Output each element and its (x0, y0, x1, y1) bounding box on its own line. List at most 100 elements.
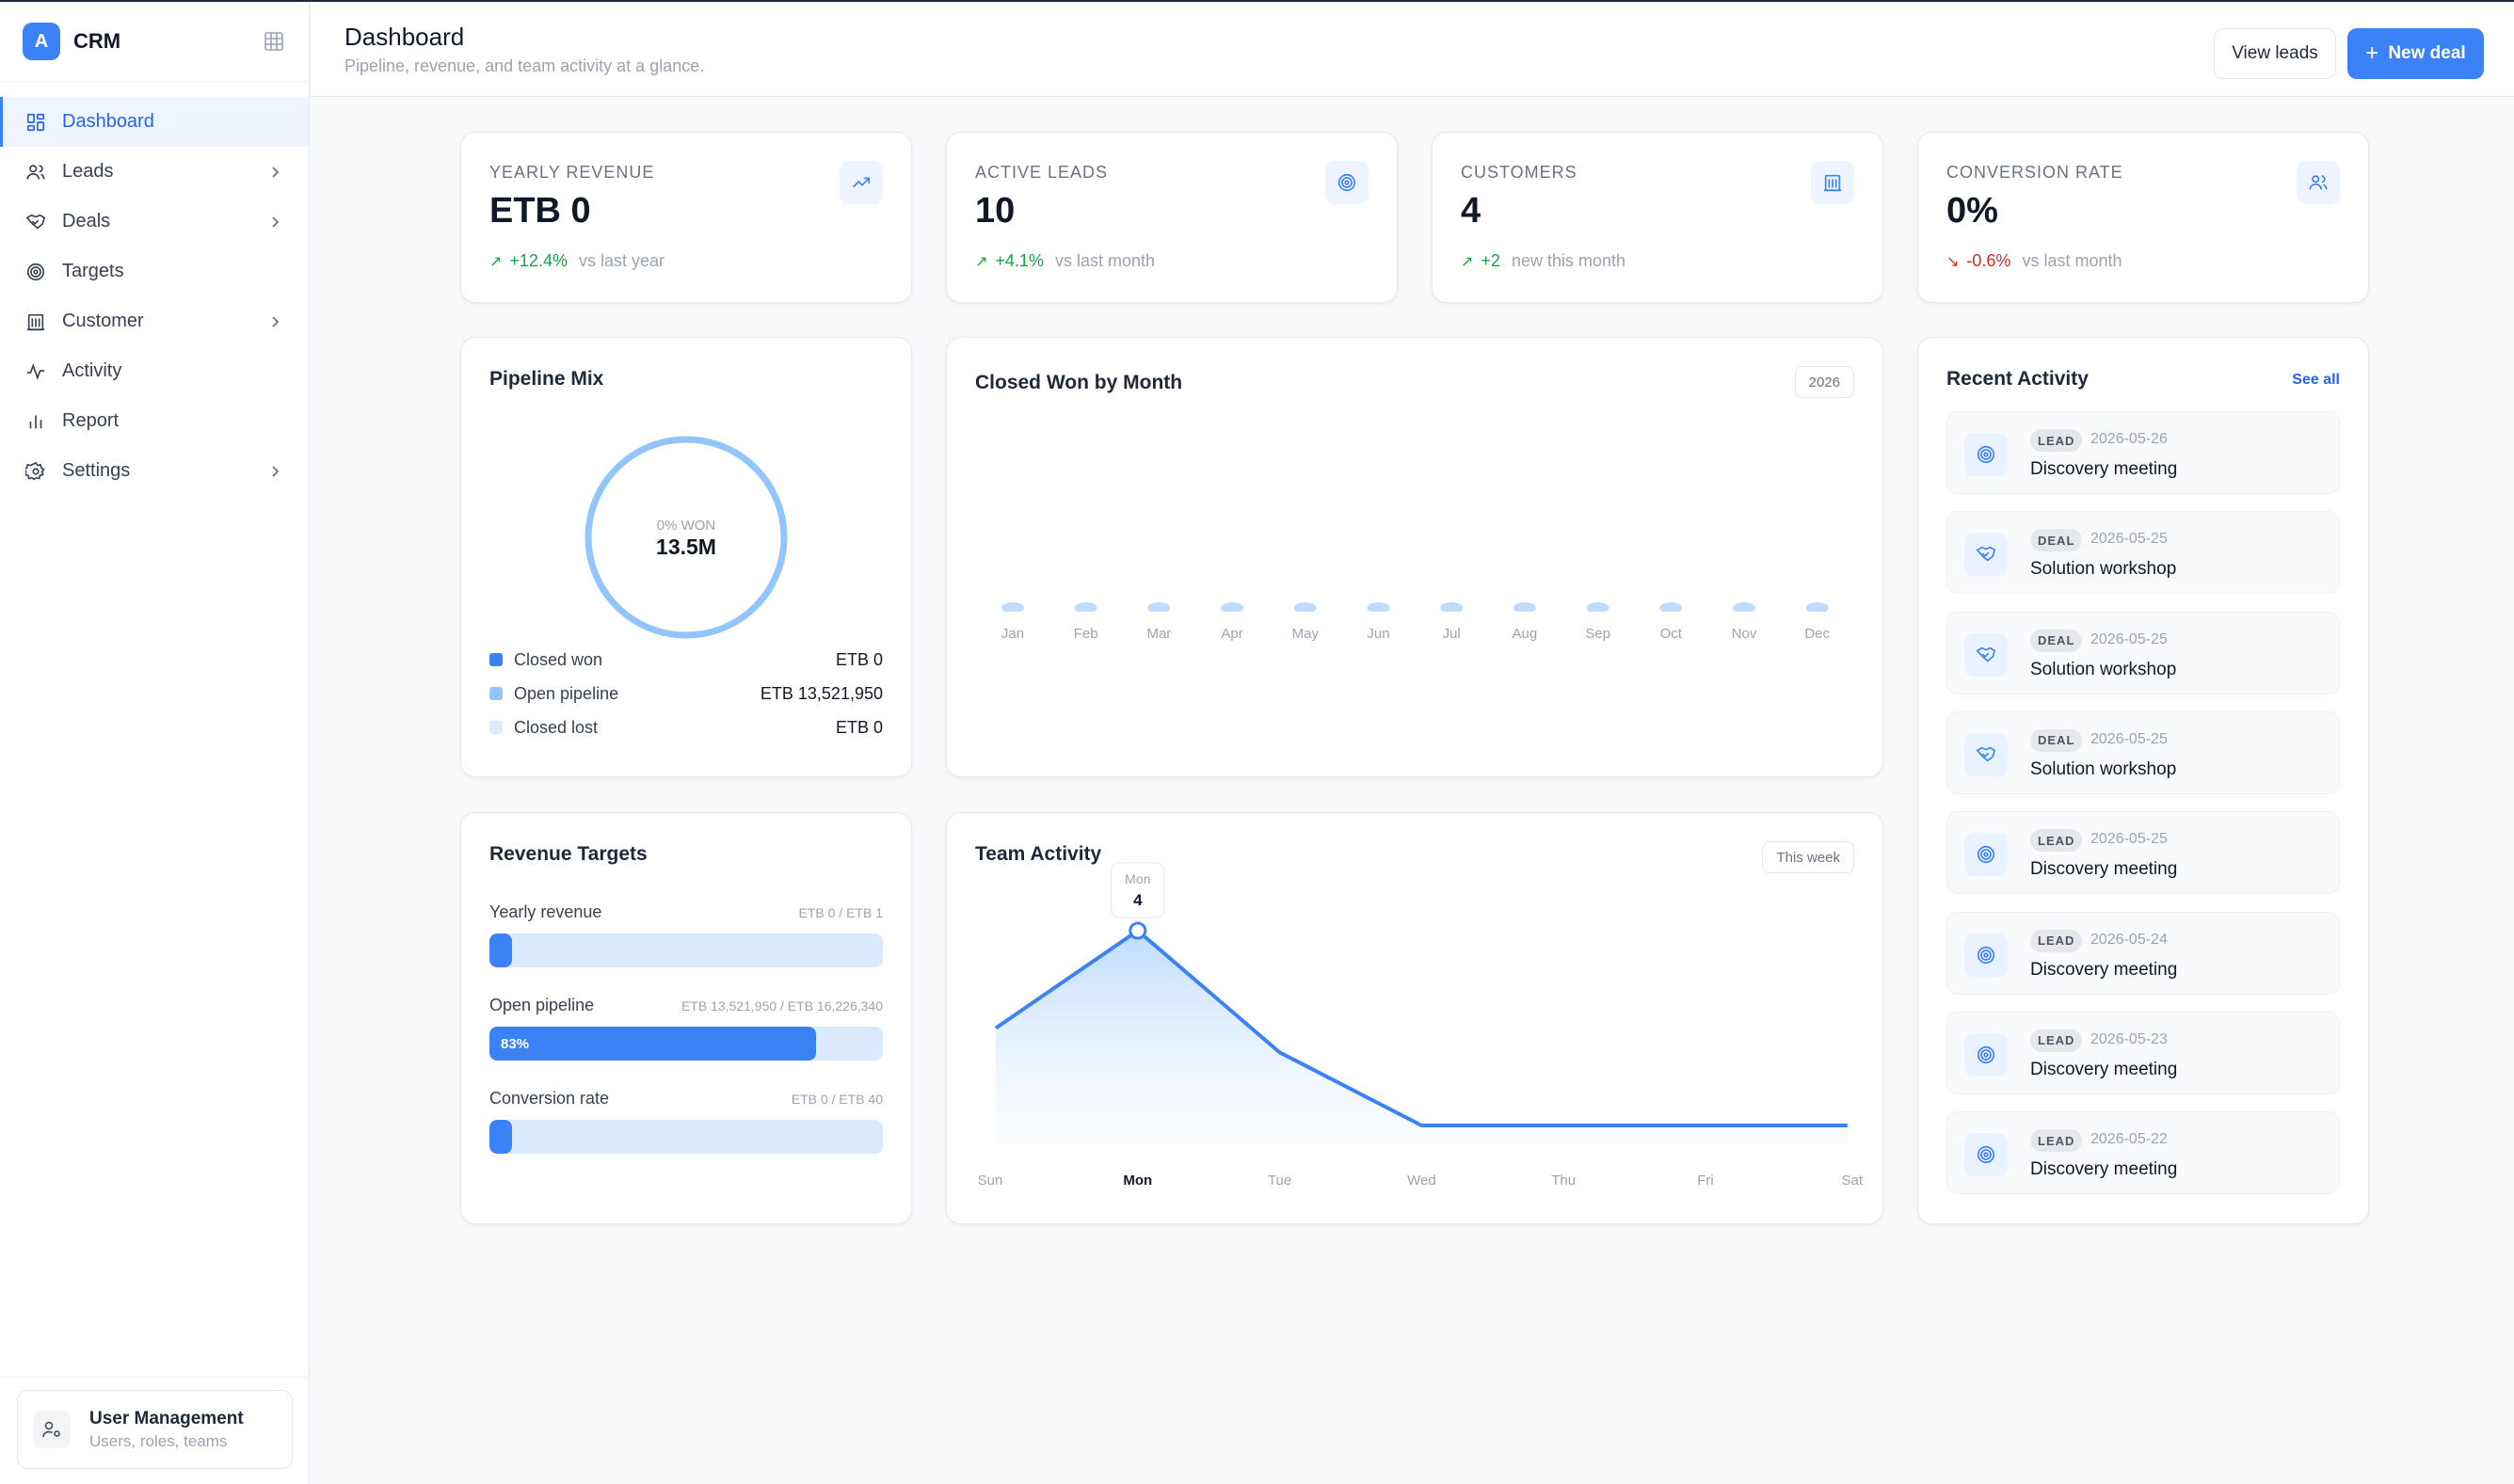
activity-type-badge: LEAD (2030, 829, 2083, 853)
activity-type-badge: LEAD (2030, 429, 2083, 452)
chevron-right-icon[interactable] (265, 163, 284, 182)
target-icon (1964, 933, 2008, 977)
kpi-card-customers: CUSTOMERS 4 ↗ +2 new this month (1432, 132, 1883, 303)
sidebar-item-activity[interactable]: Activity (0, 346, 309, 396)
team-activity-chart: Sun Mon Tue Wed Thu Fri Sat Mon 4 (978, 862, 1864, 1189)
sidebar-item-settings[interactable]: Settings (0, 446, 309, 496)
closed-won-card: Closed Won by Month 2026 Jan Feb Mar Apr May… (946, 337, 1883, 777)
legend-swatch (489, 721, 503, 734)
legend-item: Closed won ETB 0 (489, 646, 883, 673)
recent-activity-card: Recent Activity See all LEAD 2026-05-26 Di… (1917, 337, 2369, 1224)
user-management-subtitle: Users, roles, teams (89, 1431, 228, 1450)
target-icon (1964, 833, 2008, 877)
users-icon (2297, 161, 2340, 204)
kpi-card-yearly-revenue: YEARLY REVENUE ETB 0 ↗ +12.4% vs last year (460, 132, 912, 303)
activity-item[interactable]: LEAD 2026-05-23 Discovery meeting (1946, 1011, 2340, 1094)
sidebar-item-report[interactable]: Report (0, 396, 309, 446)
revenue-targets-title: Revenue Targets (489, 843, 648, 865)
kpi-trend: ↘ -0.6% vs last month (1946, 251, 2122, 271)
view-leads-button[interactable]: View leads (2214, 28, 2336, 79)
chevron-right-icon[interactable] (265, 213, 284, 231)
revenue-targets-card: Revenue Targets Yearly revenue ETB 0 / ET… (460, 812, 912, 1224)
bar-jan[interactable] (1001, 602, 1024, 614)
page-subtitle: Pipeline, revenue, and team activity at … (344, 56, 705, 75)
trending-up-icon (840, 161, 883, 204)
bar-mar[interactable] (1147, 602, 1171, 614)
sidebar-item-label: Activity (62, 360, 122, 381)
activity-item[interactable]: LEAD 2026-05-22 Discovery meeting (1946, 1111, 2340, 1195)
bar-oct[interactable] (1659, 602, 1683, 614)
grid-icon[interactable] (262, 29, 286, 54)
pipeline-donut: 0% WON 13.5M (584, 436, 788, 639)
user-settings-icon (33, 1411, 71, 1448)
dashboard-icon (24, 111, 47, 134)
bar-jun[interactable] (1367, 602, 1390, 614)
x-tick-label: Feb (1074, 626, 1098, 642)
year-selector[interactable]: 2026 (1794, 366, 1854, 398)
x-tick-label: Fri (1697, 1173, 1714, 1189)
new-deal-label: New deal (2388, 43, 2466, 63)
target-range: ETB 13,521,950 / ETB 16,226,340 (681, 997, 883, 1013)
closed-won-chart: Jan Feb Mar Apr May Jun Jul Aug Sep Oct Nov Dec (985, 602, 1850, 642)
x-tick-label: Sep (1585, 626, 1610, 642)
donut-segment-open-pipeline[interactable] (584, 436, 788, 639)
brand-logo[interactable]: A (23, 23, 60, 60)
kpi-delta: -0.6% (1966, 251, 2011, 270)
x-tick-label: Mar (1146, 626, 1171, 642)
bar-jul[interactable] (1440, 602, 1464, 614)
legend-label: Closed won (514, 649, 603, 669)
sidebar-item-targets[interactable]: Targets (0, 247, 309, 296)
building-icon (1811, 161, 1854, 204)
donut-center-value: 13.5M (656, 535, 716, 559)
x-tick-label: Apr (1221, 626, 1242, 642)
bar-may[interactable] (1293, 602, 1317, 614)
activity-date: 2026-05-23 (2090, 1030, 2168, 1047)
activity-item[interactable]: LEAD 2026-05-24 Discovery meeting (1946, 911, 2340, 995)
new-deal-button[interactable]: + New deal (2347, 28, 2484, 79)
see-all-link[interactable]: See all (2292, 372, 2340, 388)
user-management-button[interactable]: User Management Users, roles, teams (17, 1390, 293, 1469)
top-bar: Dashboard Pipeline, revenue, and team ac… (311, 2, 2514, 97)
x-tick-label: Sat (1842, 1173, 1864, 1189)
activity-date: 2026-05-25 (2090, 531, 2168, 548)
sidebar-item-label: Settings (62, 460, 131, 481)
bar-feb[interactable] (1074, 602, 1097, 614)
sidebar-item-dashboard[interactable]: Dashboard (0, 97, 309, 147)
arrow-down-right-icon: ↘ (1946, 253, 1960, 270)
sidebar-item-label: Targets (62, 261, 124, 281)
activity-item[interactable]: LEAD 2026-05-26 Discovery meeting (1946, 411, 2340, 494)
bar-apr[interactable] (1221, 602, 1244, 614)
target-icon (24, 261, 47, 283)
legend-item: Open pipeline ETB 13,521,950 (489, 680, 883, 707)
activity-item[interactable]: DEAL 2026-05-25 Solution workshop (1946, 611, 2340, 694)
pipeline-mix-card: Pipeline Mix 0% WON 13.5M Closed won ETB … (460, 337, 912, 777)
chevron-right-icon[interactable] (265, 462, 284, 481)
bar-dec[interactable] (1805, 602, 1829, 614)
bar-aug[interactable] (1513, 602, 1536, 614)
activity-item[interactable]: LEAD 2026-05-25 Discovery meeting (1946, 811, 2340, 895)
sidebar-item-label: Customer (62, 311, 144, 331)
activity-item[interactable]: DEAL 2026-05-25 Solution workshop (1946, 511, 2340, 595)
sidebar-item-leads[interactable]: Leads (0, 147, 309, 197)
target-row: Yearly revenue ETB 0 / ETB 1 (489, 902, 883, 967)
activity-title: Discovery meeting (2030, 459, 2178, 479)
target-icon (1964, 433, 2008, 476)
bar-sep[interactable] (1586, 602, 1609, 614)
sidebar-item-deals[interactable]: Deals (0, 197, 309, 247)
target-row: Conversion rate ETB 0 / ETB 40 (489, 1089, 883, 1154)
user-management-title: User Management (89, 1408, 244, 1428)
arrow-up-right-icon: ↗ (489, 253, 503, 270)
kpi-value: 4 (1461, 191, 1481, 231)
activity-type-badge: DEAL (2030, 529, 2083, 552)
x-tick-label: Wed (1407, 1173, 1436, 1189)
bar-nov[interactable] (1733, 602, 1755, 614)
highlight-point[interactable] (1129, 921, 1147, 940)
chevron-right-icon[interactable] (265, 312, 284, 331)
donut-center-label: 0% WON (657, 518, 716, 534)
activity-item[interactable]: DEAL 2026-05-25 Solution workshop (1946, 710, 2340, 794)
sidebar-item-customer[interactable]: Customer (0, 296, 309, 346)
period-selector[interactable]: This week (1762, 841, 1854, 873)
activity-title: Discovery meeting (2030, 959, 2178, 980)
building-icon (24, 311, 47, 333)
team-activity-title: Team Activity (975, 843, 1102, 865)
